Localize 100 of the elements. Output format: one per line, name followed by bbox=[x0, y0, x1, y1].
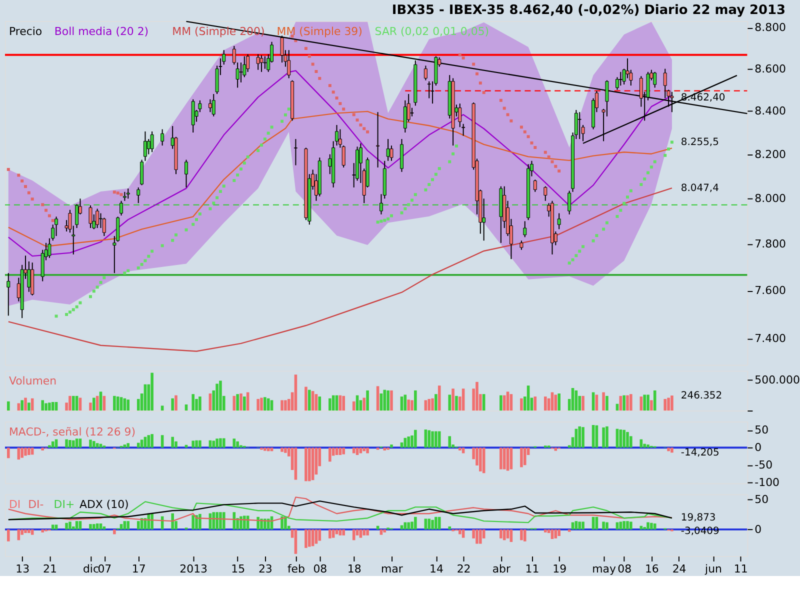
bar bbox=[219, 438, 222, 448]
point bbox=[510, 119, 513, 122]
y-tick-label: 8.000 bbox=[754, 192, 786, 206]
bar bbox=[359, 529, 362, 538]
bar bbox=[476, 529, 478, 544]
candlestick bbox=[287, 50, 291, 79]
candlestick bbox=[184, 159, 188, 188]
annotation: 8.047,4 bbox=[680, 182, 719, 194]
bar bbox=[434, 431, 438, 448]
y-tick-label: 0 bbox=[754, 441, 762, 454]
bar bbox=[438, 431, 441, 448]
bar bbox=[136, 442, 140, 448]
x-tick-label: 16 bbox=[644, 562, 659, 576]
x-tick-label: 22 bbox=[456, 562, 471, 576]
point bbox=[314, 70, 318, 73]
point bbox=[475, 72, 478, 76]
bar bbox=[260, 518, 263, 530]
candlestick bbox=[198, 100, 202, 113]
candlestick bbox=[6, 272, 10, 316]
bar bbox=[68, 522, 72, 530]
bar bbox=[17, 448, 20, 460]
bar bbox=[99, 523, 102, 530]
point bbox=[554, 164, 558, 168]
bar bbox=[24, 529, 27, 534]
point bbox=[342, 108, 346, 111]
candlestick bbox=[256, 54, 260, 70]
bar bbox=[455, 396, 458, 411]
candlestick bbox=[458, 103, 462, 128]
bar bbox=[366, 448, 369, 454]
y-tick-label: -50 bbox=[754, 458, 773, 472]
bar bbox=[534, 396, 537, 411]
candlestick bbox=[462, 123, 466, 136]
candlestick bbox=[263, 56, 267, 70]
y-tick-label: 7.600 bbox=[754, 284, 786, 298]
bar bbox=[386, 390, 390, 411]
bar bbox=[308, 390, 311, 411]
point bbox=[328, 84, 332, 88]
bar bbox=[574, 521, 578, 530]
bar bbox=[390, 444, 393, 448]
point bbox=[24, 185, 27, 188]
x-tick-label: 21 bbox=[42, 562, 57, 576]
bar bbox=[126, 521, 130, 530]
y-tick-label: 50 bbox=[754, 424, 769, 437]
bar bbox=[92, 441, 96, 448]
series-label: MACD-, señal (12 26 9) bbox=[8, 425, 136, 438]
bar bbox=[376, 386, 380, 411]
bar bbox=[240, 516, 242, 530]
point bbox=[41, 203, 44, 206]
bar bbox=[476, 382, 478, 411]
bar bbox=[192, 515, 194, 530]
bar bbox=[89, 524, 92, 530]
bar bbox=[48, 445, 51, 448]
bar bbox=[431, 398, 434, 411]
bar bbox=[264, 397, 266, 411]
bar bbox=[219, 380, 222, 411]
bar bbox=[626, 395, 629, 411]
bar bbox=[280, 448, 284, 452]
bar bbox=[400, 396, 404, 411]
candlestick bbox=[150, 130, 154, 153]
point bbox=[116, 192, 120, 195]
candlestick bbox=[533, 179, 537, 192]
bar bbox=[304, 386, 308, 411]
candlestick bbox=[424, 65, 428, 81]
bar bbox=[113, 396, 116, 411]
bar bbox=[650, 522, 653, 530]
candlestick bbox=[376, 112, 380, 168]
series-label: DI+ bbox=[54, 498, 75, 512]
bar bbox=[318, 529, 322, 541]
bar bbox=[136, 521, 140, 530]
bar bbox=[558, 529, 560, 536]
point bbox=[530, 141, 534, 144]
bar bbox=[342, 448, 345, 454]
point bbox=[499, 98, 502, 102]
bar bbox=[667, 398, 670, 411]
bar bbox=[407, 436, 410, 448]
bar bbox=[643, 394, 646, 411]
bar bbox=[578, 522, 581, 530]
bar bbox=[352, 448, 356, 454]
series-label: Volumen bbox=[8, 374, 57, 388]
bar bbox=[458, 448, 462, 450]
bar bbox=[30, 448, 34, 455]
candlestick bbox=[48, 238, 52, 258]
bar bbox=[582, 396, 584, 411]
bar bbox=[219, 512, 222, 530]
candlestick bbox=[160, 128, 164, 146]
bar bbox=[544, 396, 547, 411]
point bbox=[534, 146, 537, 150]
candlestick bbox=[294, 138, 298, 166]
bar bbox=[222, 438, 226, 448]
bar bbox=[362, 398, 366, 411]
bar bbox=[41, 400, 44, 411]
point bbox=[472, 62, 476, 66]
bar bbox=[523, 448, 526, 466]
bar bbox=[407, 400, 410, 411]
bar bbox=[523, 529, 526, 542]
candlestick bbox=[208, 98, 212, 113]
candlestick bbox=[88, 204, 92, 229]
point bbox=[520, 126, 523, 129]
bar bbox=[75, 521, 78, 530]
bar bbox=[667, 448, 670, 452]
